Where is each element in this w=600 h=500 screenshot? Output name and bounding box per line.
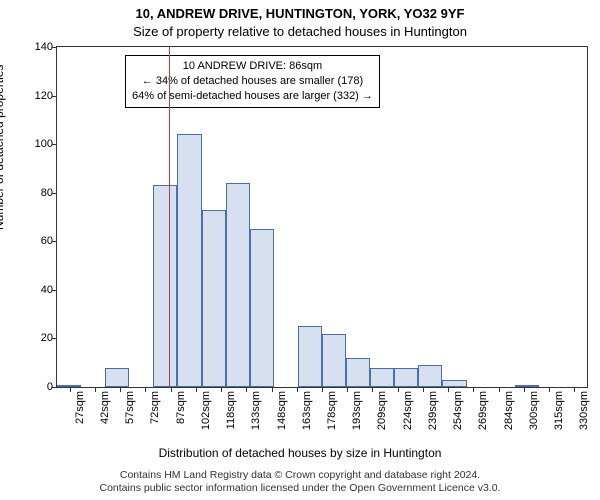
x-tick-label: 193sqm — [351, 391, 363, 430]
x-tick-label: 178sqm — [326, 391, 338, 430]
x-tick-mark — [120, 387, 121, 392]
annotation-box: 10 ANDREW DRIVE: 86sqm← 34% of detached … — [125, 55, 380, 108]
y-tick-mark — [52, 96, 57, 97]
x-tick-label: 239sqm — [427, 391, 439, 430]
x-tick-mark — [196, 387, 197, 392]
property-size-chart: 10, ANDREW DRIVE, HUNTINGTON, YORK, YO32… — [0, 0, 600, 500]
histogram-bar — [442, 380, 466, 387]
footer-line-1: Contains HM Land Registry data © Crown c… — [0, 469, 600, 483]
histogram-bar — [226, 183, 250, 387]
x-tick-label: 118sqm — [225, 391, 237, 429]
x-tick-mark — [322, 387, 323, 392]
histogram-bar — [418, 365, 442, 387]
x-tick-mark — [524, 387, 525, 392]
histogram-bar — [105, 368, 129, 387]
x-tick-label: 42sqm — [99, 391, 111, 424]
plot-area: 10 ANDREW DRIVE: 86sqm← 34% of detached … — [56, 46, 588, 388]
histogram-bar — [298, 326, 322, 387]
histogram-bar — [322, 334, 346, 387]
marker-line — [169, 47, 170, 387]
histogram-bar — [370, 368, 394, 387]
y-tick-mark — [52, 193, 57, 194]
x-tick-mark — [145, 387, 146, 392]
y-tick-label: 140 — [35, 41, 53, 53]
x-tick-label: 148sqm — [276, 391, 288, 430]
x-tick-label: 209sqm — [376, 391, 388, 430]
x-axis-label: Distribution of detached houses by size … — [0, 446, 600, 460]
x-tick-mark — [398, 387, 399, 392]
x-tick-mark — [347, 387, 348, 392]
chart-subtitle: Size of property relative to detached ho… — [0, 24, 600, 39]
chart-title: 10, ANDREW DRIVE, HUNTINGTON, YORK, YO32… — [0, 6, 600, 21]
x-tick-mark — [246, 387, 247, 392]
y-axis-label: Number of detached properties — [0, 65, 6, 230]
x-tick-label: 315sqm — [553, 391, 565, 430]
x-tick-mark — [549, 387, 550, 392]
footer-text: Contains HM Land Registry data © Crown c… — [0, 469, 600, 496]
x-tick-label: 27sqm — [74, 391, 86, 424]
x-tick-mark — [423, 387, 424, 392]
x-tick-label: 284sqm — [503, 391, 515, 430]
y-tick-mark — [52, 144, 57, 145]
x-tick-mark — [372, 387, 373, 392]
x-tick-label: 269sqm — [477, 391, 489, 430]
x-tick-mark — [70, 387, 71, 392]
x-tick-mark — [171, 387, 172, 392]
x-tick-label: 163sqm — [301, 391, 313, 430]
x-tick-label: 87sqm — [175, 391, 187, 424]
histogram-bar — [515, 385, 539, 387]
x-tick-mark — [221, 387, 222, 392]
x-tick-mark — [448, 387, 449, 392]
y-tick-mark — [52, 338, 57, 339]
histogram-bar — [177, 134, 201, 387]
x-tick-label: 224sqm — [402, 391, 414, 430]
x-tick-mark — [297, 387, 298, 392]
x-tick-mark — [272, 387, 273, 392]
x-tick-label: 254sqm — [452, 391, 464, 430]
x-tick-mark — [95, 387, 96, 392]
x-tick-mark — [473, 387, 474, 392]
histogram-bar — [250, 229, 274, 387]
histogram-bar — [153, 185, 177, 387]
x-tick-label: 330sqm — [578, 391, 590, 430]
footer-line-2: Contains public sector information licen… — [0, 482, 600, 496]
y-tick-mark — [52, 241, 57, 242]
x-tick-label: 72sqm — [149, 391, 161, 424]
y-tick-label: 100 — [35, 138, 53, 150]
histogram-bar — [346, 358, 370, 387]
y-tick-mark — [52, 387, 57, 388]
y-tick-mark — [52, 47, 57, 48]
histogram-bar — [394, 368, 418, 387]
x-tick-label: 57sqm — [124, 391, 136, 424]
x-tick-label: 133sqm — [250, 391, 262, 430]
y-tick-mark — [52, 290, 57, 291]
x-tick-label: 300sqm — [528, 391, 540, 430]
y-tick-label: 120 — [35, 90, 53, 102]
x-tick-label: 102sqm — [200, 391, 212, 430]
x-tick-mark — [574, 387, 575, 392]
x-tick-mark — [499, 387, 500, 392]
histogram-bar — [202, 210, 226, 387]
